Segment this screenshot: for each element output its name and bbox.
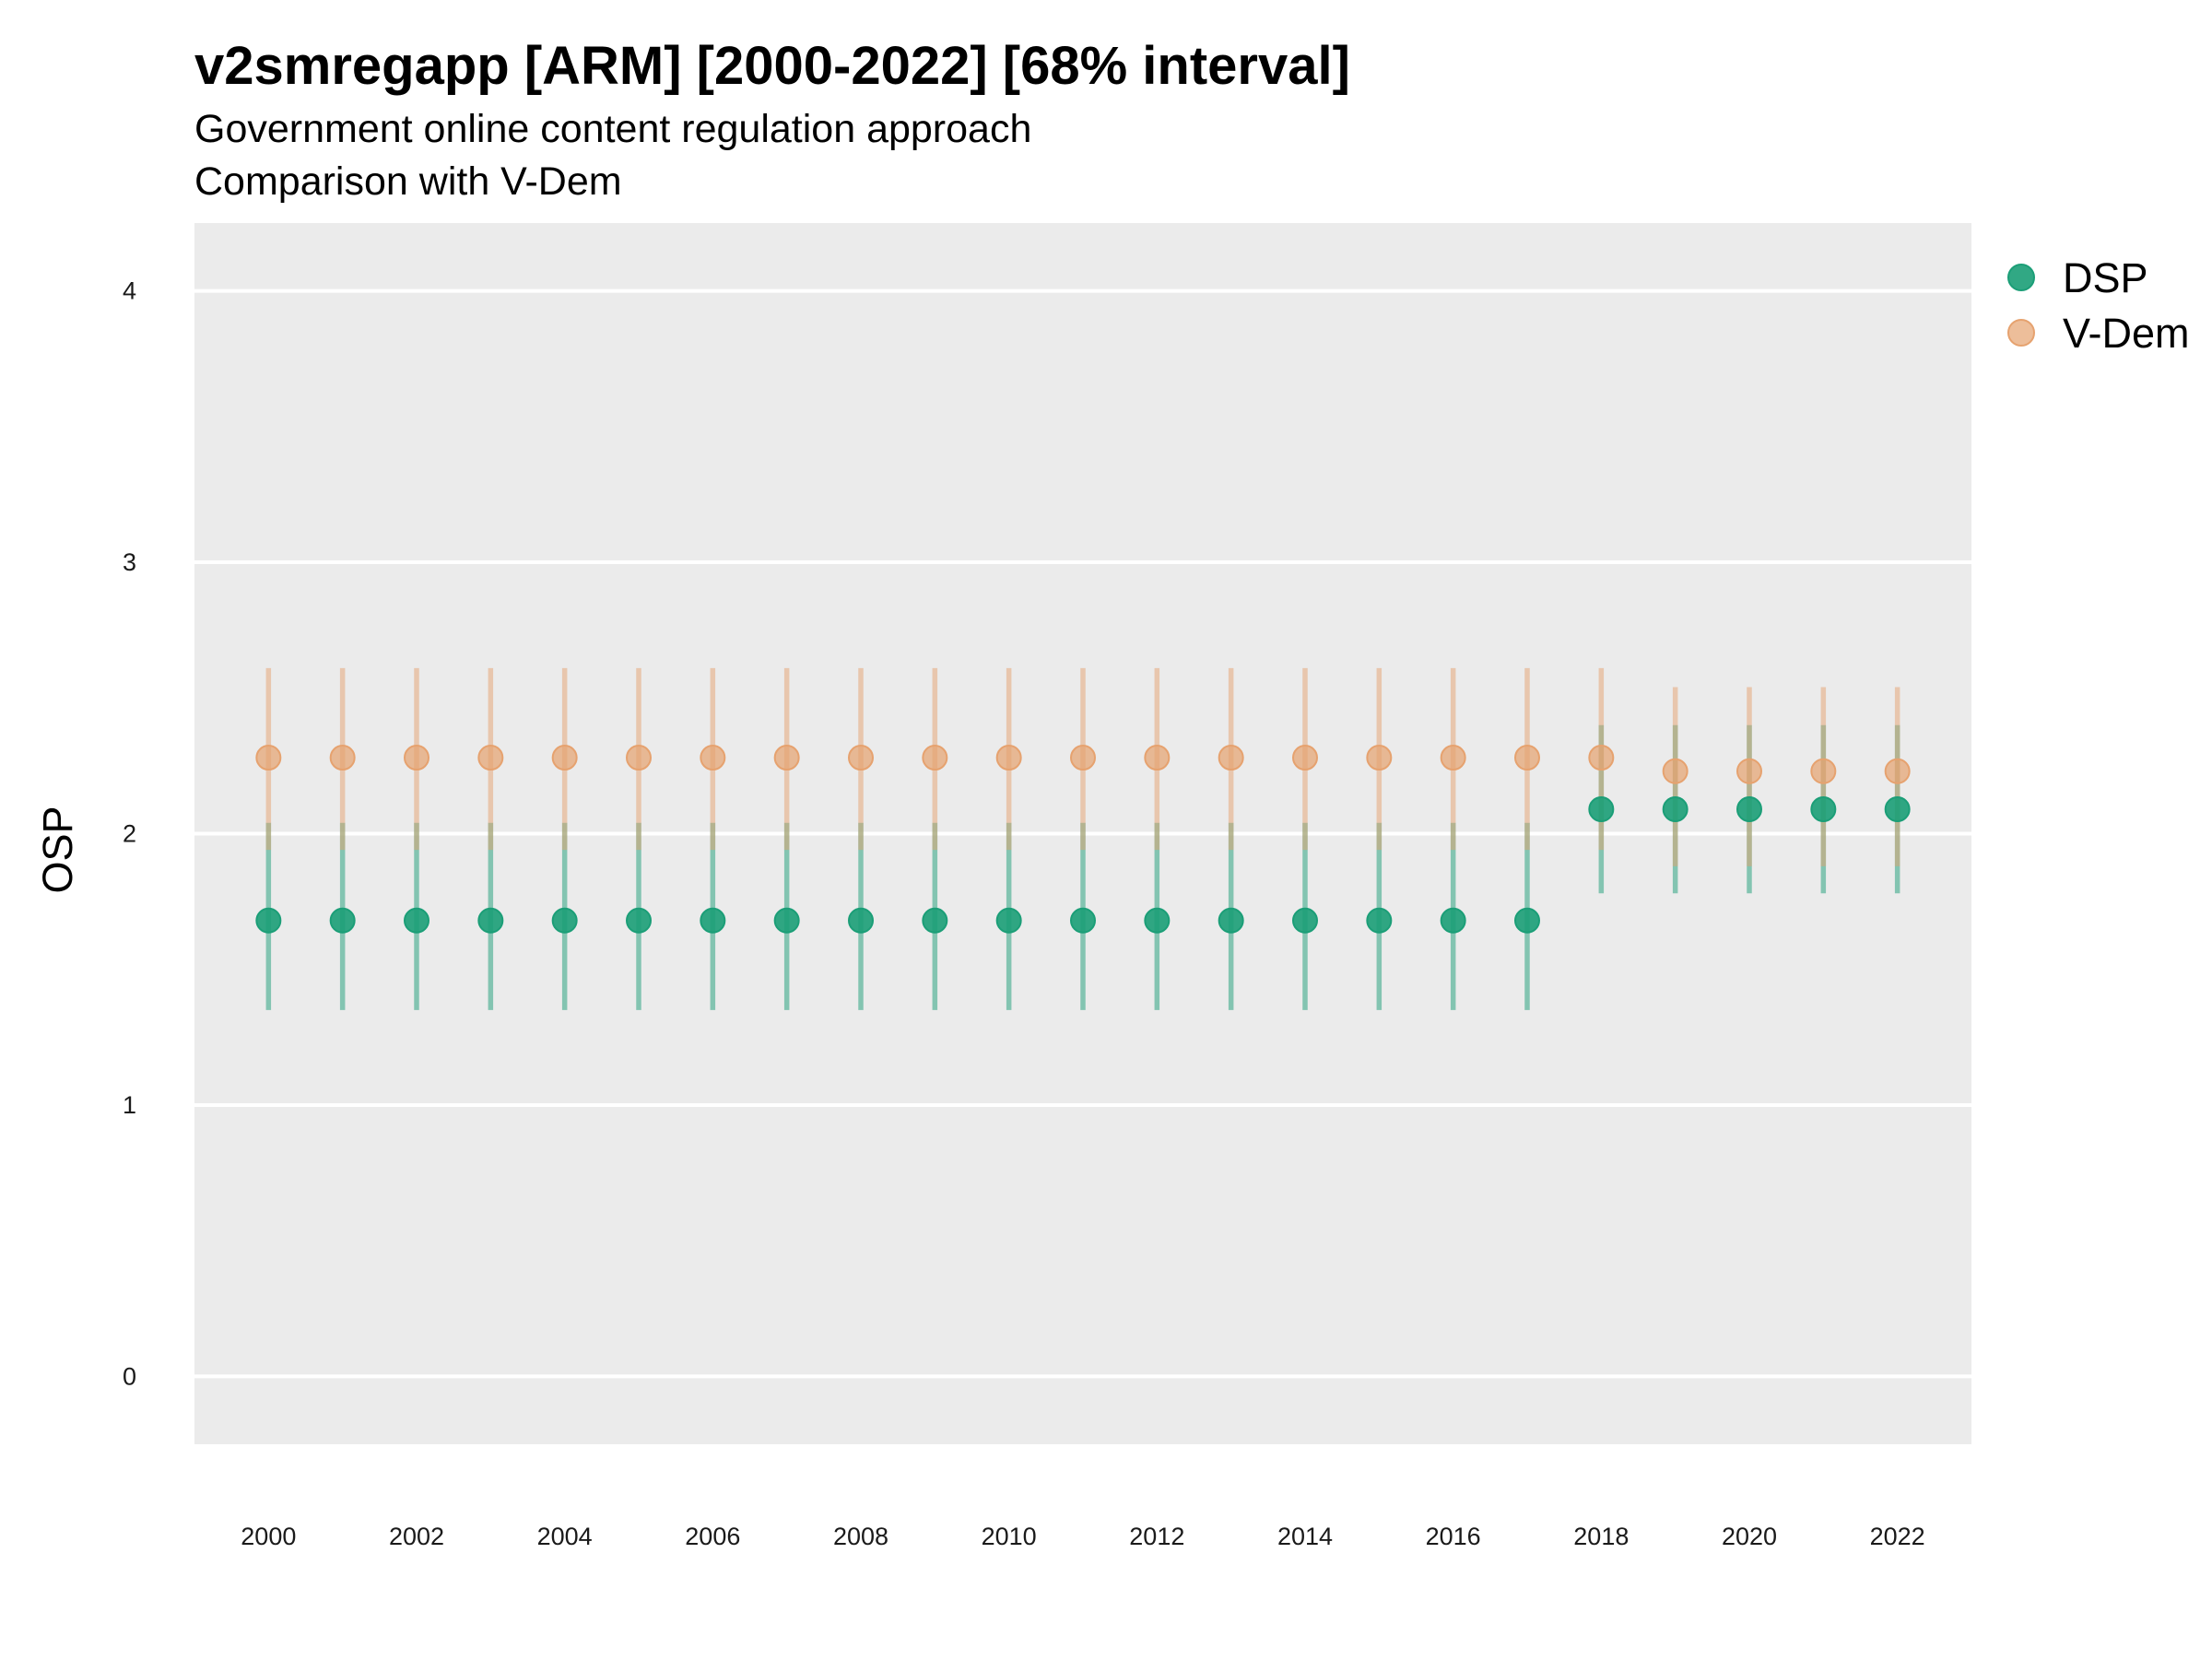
- legend-label-v-dem: V-Dem: [2063, 310, 2190, 357]
- y-axis-label: OSP: [34, 806, 81, 893]
- x-tick-label-2012: 2012: [1129, 1523, 1184, 1550]
- chart-subtitle-2: Comparison with V-Dem: [194, 159, 622, 204]
- dsp-point-2017: [1514, 907, 1540, 934]
- v-dem-point-2012: [1144, 745, 1171, 771]
- v-dem-point-2016: [1440, 745, 1466, 771]
- chart-subtitle: Government online content regulation app…: [194, 107, 1032, 151]
- x-tick-label-2006: 2006: [685, 1523, 740, 1550]
- dsp-point-2010: [995, 907, 1022, 934]
- legend-key-v-dem: [2007, 319, 2035, 347]
- y-tick-label-4: 4: [123, 277, 136, 305]
- v-dem-point-2020: [1736, 758, 1762, 784]
- dsp-point-2002: [404, 907, 429, 934]
- dsp-point-2012: [1144, 907, 1171, 934]
- dsp-point-2019: [1662, 796, 1688, 822]
- x-tick-label-2020: 2020: [1722, 1523, 1777, 1550]
- v-dem-point-2011: [1070, 745, 1096, 771]
- v-dem-point-2013: [1218, 745, 1244, 771]
- x-tick-label-2018: 2018: [1573, 1523, 1629, 1550]
- v-dem-point-2000: [255, 745, 282, 771]
- v-dem-point-2021: [1810, 758, 1837, 784]
- v-dem-point-2009: [922, 745, 948, 771]
- v-dem-point-2018: [1588, 745, 1615, 771]
- dsp-point-2003: [477, 907, 504, 934]
- v-dem-point-2008: [848, 745, 874, 771]
- legend: DSP V-Dem: [2007, 254, 2190, 357]
- dsp-point-2014: [1292, 907, 1318, 934]
- dsp-point-2008: [848, 907, 874, 934]
- y-tick-labels: 0 1 2 3 4: [123, 277, 136, 1391]
- x-tick-label-2016: 2016: [1426, 1523, 1481, 1550]
- dsp-point-2004: [551, 907, 578, 934]
- dsp-point-2021: [1810, 796, 1837, 822]
- x-tick-labels: 2000 2002 2004 2006 2008 2010 2012 2014 2016 2018…: [241, 1523, 1924, 1550]
- dsp-point-2011: [1070, 907, 1096, 934]
- y-tick-label-3: 3: [123, 548, 136, 576]
- x-tick-label-2008: 2008: [833, 1523, 888, 1550]
- y-tick-label-2: 2: [123, 820, 136, 848]
- dsp-point-2005: [626, 907, 652, 934]
- v-dem-point-2003: [477, 745, 504, 771]
- dsp-point-2015: [1366, 907, 1393, 934]
- v-dem-point-2001: [329, 745, 356, 771]
- dsp-point-2006: [700, 907, 726, 934]
- data-points: [255, 745, 1911, 934]
- x-tick-label-2002: 2002: [389, 1523, 444, 1550]
- v-dem-point-2022: [1884, 758, 1911, 784]
- x-tick-label-2000: 2000: [241, 1523, 296, 1550]
- v-dem-point-2010: [995, 745, 1022, 771]
- dsp-point-2022: [1884, 796, 1911, 822]
- dsp-point-2007: [773, 907, 800, 934]
- legend-key-dsp: [2007, 264, 2035, 291]
- v-dem-point-2017: [1514, 745, 1540, 771]
- dsp-point-2013: [1218, 907, 1244, 934]
- v-dem-point-2005: [626, 745, 652, 771]
- v-dem-point-2002: [404, 745, 429, 771]
- v-dem-point-2014: [1292, 745, 1318, 771]
- legend-label-dsp: DSP: [2063, 254, 2148, 301]
- dsp-point-2018: [1588, 796, 1615, 822]
- v-dem-point-2004: [551, 745, 578, 771]
- x-tick-label-2004: 2004: [537, 1523, 593, 1550]
- v-dem-point-2015: [1366, 745, 1393, 771]
- dsp-point-2016: [1440, 907, 1466, 934]
- y-tick-label-0: 0: [123, 1362, 136, 1390]
- x-tick-label-2010: 2010: [982, 1523, 1037, 1550]
- dsp-point-2020: [1736, 796, 1762, 822]
- v-dem-point-2007: [773, 745, 800, 771]
- x-tick-label-2014: 2014: [1277, 1523, 1333, 1550]
- dsp-point-2001: [329, 907, 356, 934]
- chart-title: v2smregapp [ARM] [2000-2022] [68% interv…: [194, 36, 1350, 96]
- v-dem-point-2006: [700, 745, 726, 771]
- y-tick-label-1: 1: [123, 1091, 136, 1119]
- x-tick-label-2022: 2022: [1870, 1523, 1925, 1550]
- dsp-point-2009: [922, 907, 948, 934]
- v-dem-point-2019: [1662, 758, 1688, 784]
- dsp-point-2000: [255, 907, 282, 934]
